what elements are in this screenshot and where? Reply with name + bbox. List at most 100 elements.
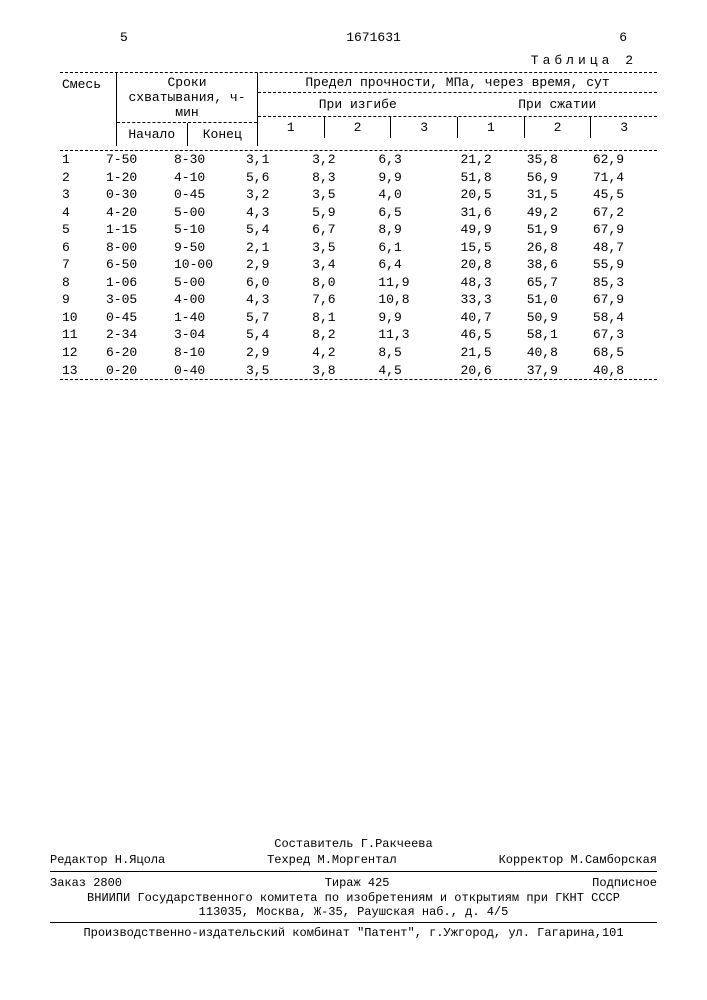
col-strength-group: Предел прочности, МПа, через время, сут … <box>258 73 657 146</box>
cell-end: 1-40 <box>172 309 244 327</box>
footer-tirazh: Тираж 425 <box>325 876 390 890</box>
cell-start: 1-15 <box>104 221 172 239</box>
cell-b1: 6,0 <box>244 274 310 292</box>
table-row: 68-009-502,13,56,115,526,848,7 <box>60 239 657 257</box>
cell-b2: 8,0 <box>310 274 376 292</box>
cell-c1: 48,3 <box>459 274 525 292</box>
table-row: 30-300-453,23,54,020,531,545,5 <box>60 186 657 204</box>
footer-corrector: Корректор М.Самборская <box>499 853 657 867</box>
document-number: 1671631 <box>289 30 458 45</box>
cell-mix: 9 <box>60 291 104 309</box>
cell-gap <box>443 239 459 257</box>
cell-c2: 26,8 <box>525 239 591 257</box>
cell-mix: 8 <box>60 274 104 292</box>
cell-b2: 5,9 <box>310 204 376 222</box>
header-left-marker: 5 <box>60 30 289 45</box>
cell-c2: 56,9 <box>525 169 591 187</box>
cell-c1: 15,5 <box>459 239 525 257</box>
footer-order: Заказ 2800 <box>50 876 122 890</box>
cell-start: 1-20 <box>104 169 172 187</box>
cell-b1: 4,3 <box>244 204 310 222</box>
cell-b2: 4,2 <box>310 344 376 362</box>
cell-end: 9-50 <box>172 239 244 257</box>
cell-start: 0-30 <box>104 186 172 204</box>
cell-mix: 3 <box>60 186 104 204</box>
footer-press: Производственно-издательский комбинат "П… <box>50 926 657 940</box>
cell-b2: 8,2 <box>310 326 376 344</box>
col-num-4: 1 <box>458 117 525 138</box>
cell-b3: 10,8 <box>376 291 442 309</box>
cell-gap <box>443 256 459 274</box>
footer-empty2 <box>650 837 657 851</box>
cell-mix: 10 <box>60 309 104 327</box>
header-ids: 5 1671631 6 <box>60 30 657 45</box>
col-num-5: 2 <box>525 117 592 138</box>
col-num-3: 3 <box>391 117 458 138</box>
table-row: 126-208-102,94,28,521,540,868,5 <box>60 344 657 362</box>
table-row: 100-451-405,78,19,940,750,958,4 <box>60 309 657 327</box>
footer-compiler: Составитель Г.Ракчеева <box>274 837 432 851</box>
footer-techred: Техред М.Моргентал <box>267 853 397 867</box>
cell-b3: 6,3 <box>376 151 442 169</box>
footer-org-2: 113035, Москва, Ж-35, Раушская наб., д. … <box>50 905 657 919</box>
cell-c2: 35,8 <box>525 151 591 169</box>
cell-b2: 3,8 <box>310 362 376 380</box>
cell-gap <box>443 291 459 309</box>
table-row: 130-200-403,53,84,520,637,940,8 <box>60 362 657 380</box>
cell-c2: 40,8 <box>525 344 591 362</box>
cell-c1: 20,8 <box>459 256 525 274</box>
cell-b3: 8,9 <box>376 221 442 239</box>
table-row: 21-204-105,68,39,951,856,971,4 <box>60 169 657 187</box>
cell-c2: 31,5 <box>525 186 591 204</box>
cell-b3: 11,9 <box>376 274 442 292</box>
cell-c2: 49,2 <box>525 204 591 222</box>
cell-b3: 6,5 <box>376 204 442 222</box>
page-column-number: 6 <box>458 30 657 45</box>
cell-b3: 9,9 <box>376 169 442 187</box>
cell-c3: 40,8 <box>591 362 657 380</box>
table-caption: Таблица 2 <box>60 53 657 68</box>
cell-end: 4-10 <box>172 169 244 187</box>
cell-c3: 67,3 <box>591 326 657 344</box>
cell-b3: 6,1 <box>376 239 442 257</box>
cell-gap <box>443 151 459 169</box>
cell-start: 8-00 <box>104 239 172 257</box>
cell-b3: 9,9 <box>376 309 442 327</box>
cell-c1: 33,3 <box>459 291 525 309</box>
col-setting-label: Сроки схватывания, ч-мин <box>117 73 257 122</box>
cell-start: 1-06 <box>104 274 172 292</box>
table-row: 93-054-004,37,610,833,351,067,9 <box>60 291 657 309</box>
cell-b2: 3,5 <box>310 186 376 204</box>
cell-gap <box>443 326 459 344</box>
cell-mix: 13 <box>60 362 104 380</box>
table-body: 17-508-303,13,26,321,235,862,921-204-105… <box>60 150 657 380</box>
col-numbers-row: 1 2 3 1 2 3 <box>258 116 657 138</box>
table-row: 81-065-006,08,011,948,365,785,3 <box>60 274 657 292</box>
table-row: 76-5010-002,93,46,420,838,655,9 <box>60 256 657 274</box>
cell-b1: 5,7 <box>244 309 310 327</box>
cell-b3: 6,4 <box>376 256 442 274</box>
cell-end: 3-04 <box>172 326 244 344</box>
footer-editor: Редактор Н.Яцола <box>50 853 165 867</box>
cell-gap <box>443 344 459 362</box>
cell-c2: 50,9 <box>525 309 591 327</box>
cell-gap <box>443 362 459 380</box>
cell-end: 8-30 <box>172 151 244 169</box>
cell-end: 5-10 <box>172 221 244 239</box>
cell-b2: 6,7 <box>310 221 376 239</box>
cell-b1: 4,3 <box>244 291 310 309</box>
footer-podpisnoe: Подписное <box>592 876 657 890</box>
cell-start: 6-20 <box>104 344 172 362</box>
cell-b1: 2,9 <box>244 256 310 274</box>
cell-c1: 31,6 <box>459 204 525 222</box>
col-num-6: 3 <box>591 117 657 138</box>
cell-c3: 71,4 <box>591 169 657 187</box>
cell-start: 7-50 <box>104 151 172 169</box>
cell-c2: 38,6 <box>525 256 591 274</box>
cell-gap <box>443 169 459 187</box>
cell-b1: 5,4 <box>244 326 310 344</box>
cell-b3: 8,5 <box>376 344 442 362</box>
cell-c1: 20,5 <box>459 186 525 204</box>
cell-end: 10-00 <box>172 256 244 274</box>
footer-rule-2 <box>50 922 657 923</box>
